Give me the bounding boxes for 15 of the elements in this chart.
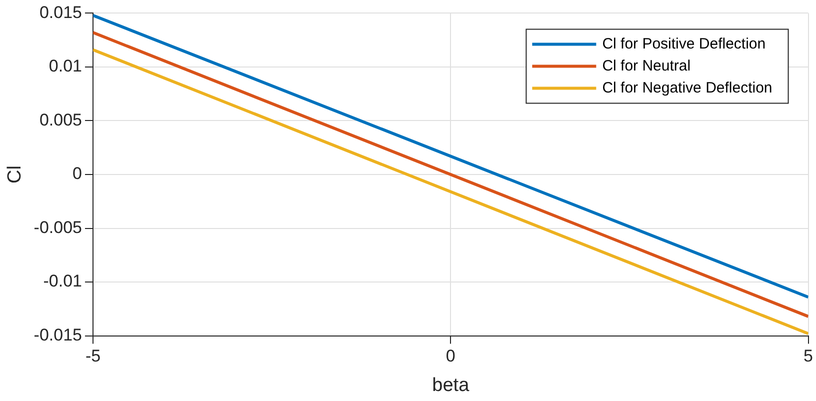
y-tick-label: -0.015 bbox=[34, 325, 82, 344]
x-tick-label: 0 bbox=[446, 346, 456, 366]
x-tick-label: -5 bbox=[85, 346, 101, 366]
y-tick-label: 0.01 bbox=[48, 56, 82, 76]
y-tick-label: -0.01 bbox=[43, 272, 82, 291]
y-axis-title: Cl bbox=[4, 166, 26, 184]
x-tick-label: 5 bbox=[804, 346, 814, 366]
y-tick-label: 0.015 bbox=[39, 2, 82, 22]
y-tick-label: 0 bbox=[72, 164, 82, 184]
y-tick-label: -0.005 bbox=[34, 218, 82, 237]
x-axis-title: beta bbox=[432, 374, 470, 396]
legend-label: Cl for Positive Deflection bbox=[602, 35, 766, 52]
legend-label: Cl for Negative Deflection bbox=[602, 79, 772, 96]
y-tick-label: 0.005 bbox=[39, 110, 82, 130]
legend-label: Cl for Neutral bbox=[602, 57, 691, 74]
